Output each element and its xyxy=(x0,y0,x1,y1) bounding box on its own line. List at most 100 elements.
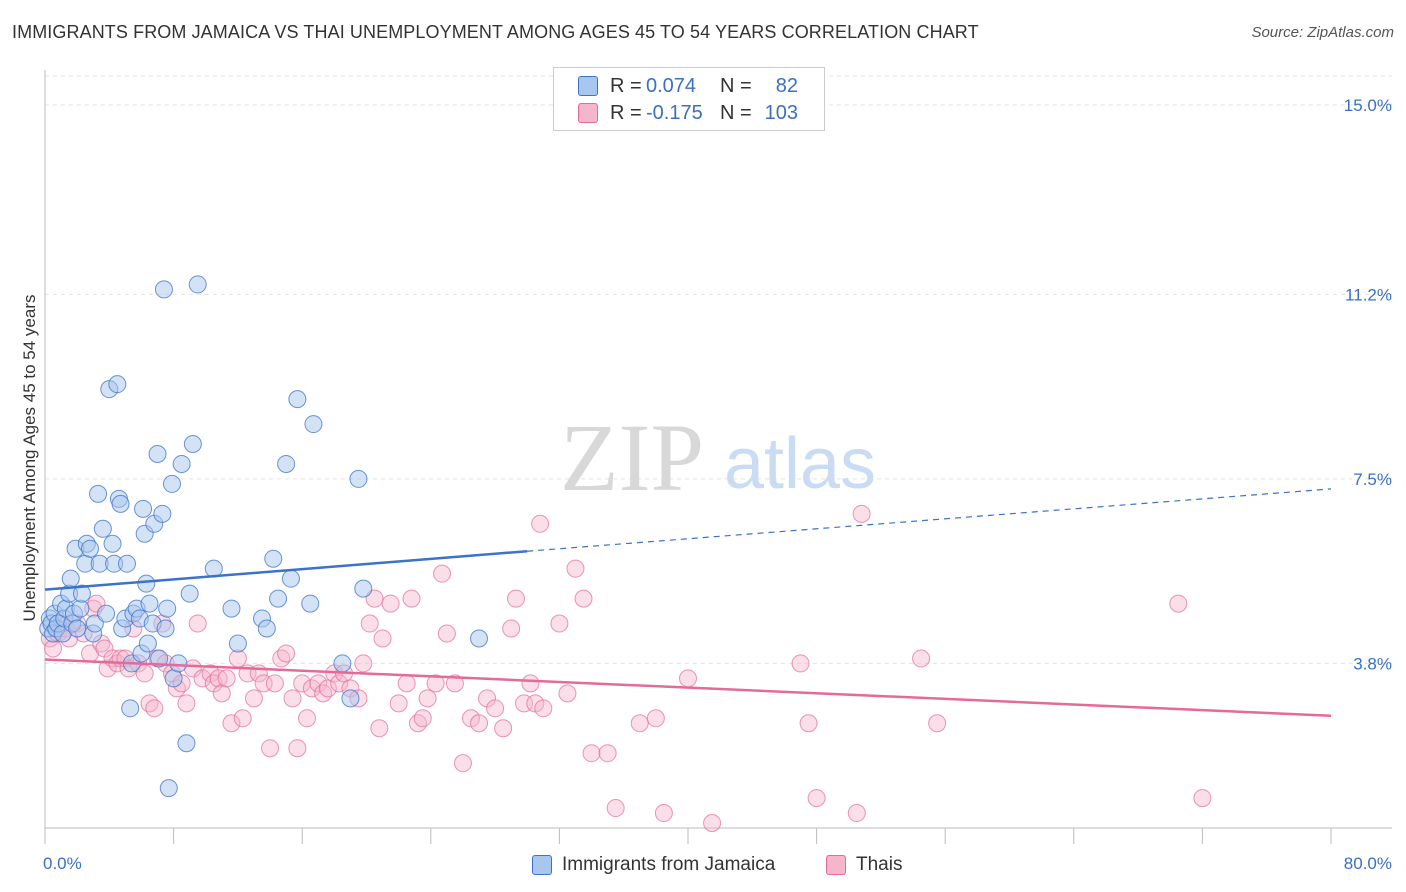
thais-point xyxy=(233,709,252,728)
thais-point xyxy=(272,649,291,668)
jamaica-point xyxy=(304,415,323,434)
bottom-legend-swatch-blue xyxy=(532,855,552,875)
jamaica-point xyxy=(349,469,368,488)
x-tick-label-min: 0.0% xyxy=(43,854,82,873)
axes xyxy=(44,70,1392,844)
jamaica-point xyxy=(177,734,196,753)
thais-point xyxy=(502,619,521,638)
legend-r-value: 0.074 xyxy=(646,74,697,97)
thais-point xyxy=(654,804,673,823)
jamaica-point xyxy=(333,654,352,673)
thais-point xyxy=(521,674,540,693)
y-tick-label: 3.8% xyxy=(1353,654,1392,673)
bottom-legend-swatch-pink xyxy=(826,855,846,875)
thais-point xyxy=(381,594,400,613)
thais-point xyxy=(426,674,445,693)
jamaica-point xyxy=(281,569,300,588)
thais-point xyxy=(630,714,649,733)
y-tick-label: 11.2% xyxy=(1345,285,1392,304)
jamaica-point xyxy=(257,619,276,638)
grid-lines xyxy=(45,75,1392,664)
thais-point xyxy=(373,629,392,648)
trend-lines xyxy=(44,488,1332,718)
legend-swatch-blue xyxy=(578,76,598,96)
thais-point xyxy=(486,699,505,718)
jamaica-point xyxy=(85,614,104,633)
legend-swatch-pink xyxy=(578,103,598,123)
jamaica-point xyxy=(162,474,181,493)
thais-point xyxy=(506,589,525,608)
thais-point xyxy=(44,639,63,658)
thais-point xyxy=(582,744,601,763)
jamaica-point xyxy=(228,634,247,653)
thais-point xyxy=(550,614,569,633)
thais-point xyxy=(330,674,349,693)
y-tick-label: 15.0% xyxy=(1344,96,1392,115)
legend-row-thais: R = -0.175 N = 103 xyxy=(578,101,798,125)
jamaica-point xyxy=(97,604,116,623)
jamaica-point xyxy=(111,494,130,513)
thais-point xyxy=(370,719,389,738)
thais-point xyxy=(318,679,337,698)
jamaica-point xyxy=(81,539,100,558)
jamaica-points xyxy=(39,275,489,798)
bottom-legend-jamaica: Immigrants from Jamaica xyxy=(532,853,775,877)
legend-r-value: -0.175 xyxy=(646,101,703,124)
bottom-legend-label-jamaica: Immigrants from Jamaica xyxy=(562,854,776,875)
thais-point xyxy=(852,504,871,523)
thais-point xyxy=(140,694,159,713)
jamaica-point xyxy=(61,569,80,588)
x-tick-label-max: 80.0% xyxy=(1344,854,1392,873)
thais-point xyxy=(309,674,328,693)
jamaica-point xyxy=(150,649,169,668)
jamaica-point xyxy=(269,589,288,608)
jamaica-point xyxy=(159,779,178,798)
thais-point xyxy=(228,649,247,668)
thais-point xyxy=(791,654,810,673)
thais-point xyxy=(418,689,437,708)
jamaica-point xyxy=(354,579,373,598)
thais-point xyxy=(188,614,207,633)
thais-point xyxy=(212,684,231,703)
jamaica-point xyxy=(108,375,127,394)
thais-point xyxy=(470,714,489,733)
thais-point xyxy=(437,624,456,643)
thais-point xyxy=(558,684,577,703)
jamaica-point xyxy=(154,280,173,299)
source-label: Source: ZipAtlas.com xyxy=(1251,24,1394,41)
jamaica-trend-extension xyxy=(527,488,1332,552)
thais-point xyxy=(1193,789,1212,808)
tick-labels: 3.8% 7.5% 11.2% 15.0% 0.0% 80.0% xyxy=(43,96,1392,873)
bottom-legend-label-thais: Thais xyxy=(856,854,903,875)
jamaica-point xyxy=(169,654,188,673)
thais-point xyxy=(288,739,307,758)
jamaica-trend-line xyxy=(44,549,528,591)
jamaica-point xyxy=(470,629,489,648)
jamaica-point xyxy=(341,689,360,708)
thais-trend-line xyxy=(44,658,1332,718)
jamaica-point xyxy=(277,454,296,473)
thais-point xyxy=(98,659,117,678)
legend-n-value: 82 xyxy=(775,74,798,97)
thais-point xyxy=(1169,594,1188,613)
thais-point xyxy=(912,649,931,668)
thais-points xyxy=(40,504,1212,833)
jamaica-point xyxy=(134,499,153,518)
legend-r-label: R = xyxy=(610,101,642,124)
jamaica-point xyxy=(138,634,157,653)
thais-point xyxy=(847,804,866,823)
watermark-atlas: atlas xyxy=(724,424,876,504)
thais-point xyxy=(453,754,472,773)
jamaica-point xyxy=(156,619,175,638)
jamaica-point xyxy=(137,574,156,593)
thais-point xyxy=(244,689,263,708)
jamaica-point xyxy=(164,669,183,688)
jamaica-point xyxy=(301,594,320,613)
legend-r-label: R = xyxy=(610,74,642,97)
y-axis-label: Unemployment Among Ages 45 to 54 years xyxy=(20,294,39,622)
jamaica-point xyxy=(72,584,91,603)
thais-point xyxy=(679,669,697,688)
jamaica-point xyxy=(180,584,199,603)
jamaica-point xyxy=(89,484,108,503)
thais-point xyxy=(298,709,317,728)
